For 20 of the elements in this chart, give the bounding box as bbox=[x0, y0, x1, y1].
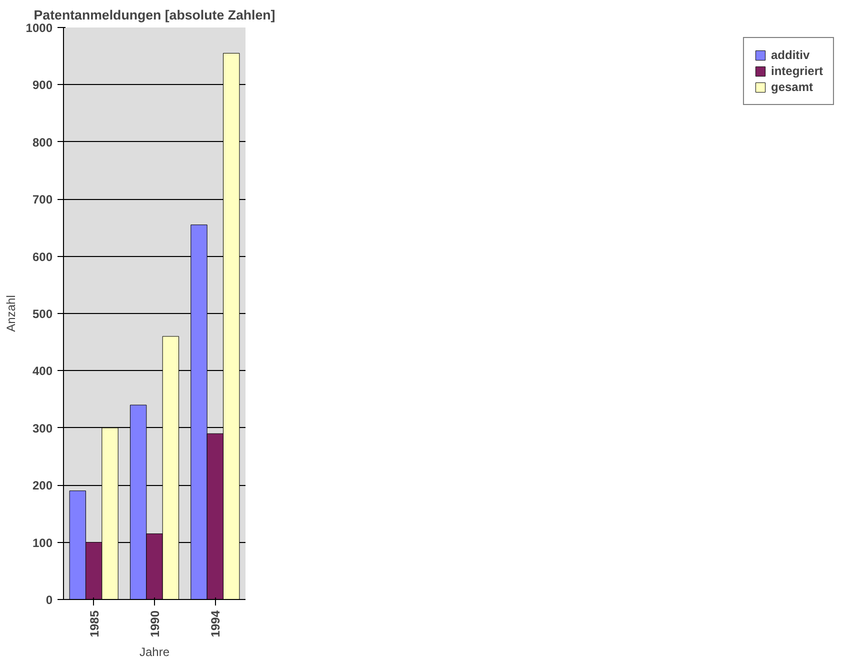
y-tick-label: 900 bbox=[32, 78, 53, 92]
y-tick-label: 0 bbox=[46, 593, 53, 607]
legend-label: gesamt bbox=[770, 80, 814, 94]
y-tick-label: 500 bbox=[32, 307, 53, 321]
legend-label: additiv bbox=[770, 48, 810, 62]
x-tick-label: 1985 bbox=[87, 610, 102, 638]
y-axis-title: Anzahl bbox=[4, 295, 18, 332]
y-tick-label: 300 bbox=[32, 421, 53, 436]
x-axis-title: Jahre bbox=[139, 645, 170, 660]
y-tick-label: 200 bbox=[32, 478, 53, 493]
chart-title: Patentanmeldungen [absolute Zahlen] bbox=[34, 8, 276, 22]
legend-label: integriert bbox=[770, 64, 823, 78]
y-tick-label: 1000 bbox=[26, 21, 53, 35]
x-tick-label: 1990 bbox=[148, 610, 162, 638]
y-tick-label: 400 bbox=[32, 364, 53, 378]
y-tick-label: 700 bbox=[32, 192, 53, 207]
y-tick-label: 800 bbox=[32, 135, 53, 150]
y-tick-label: 100 bbox=[32, 536, 53, 550]
y-tick-label: 600 bbox=[32, 250, 53, 264]
x-tick-label: 1994 bbox=[208, 610, 223, 638]
